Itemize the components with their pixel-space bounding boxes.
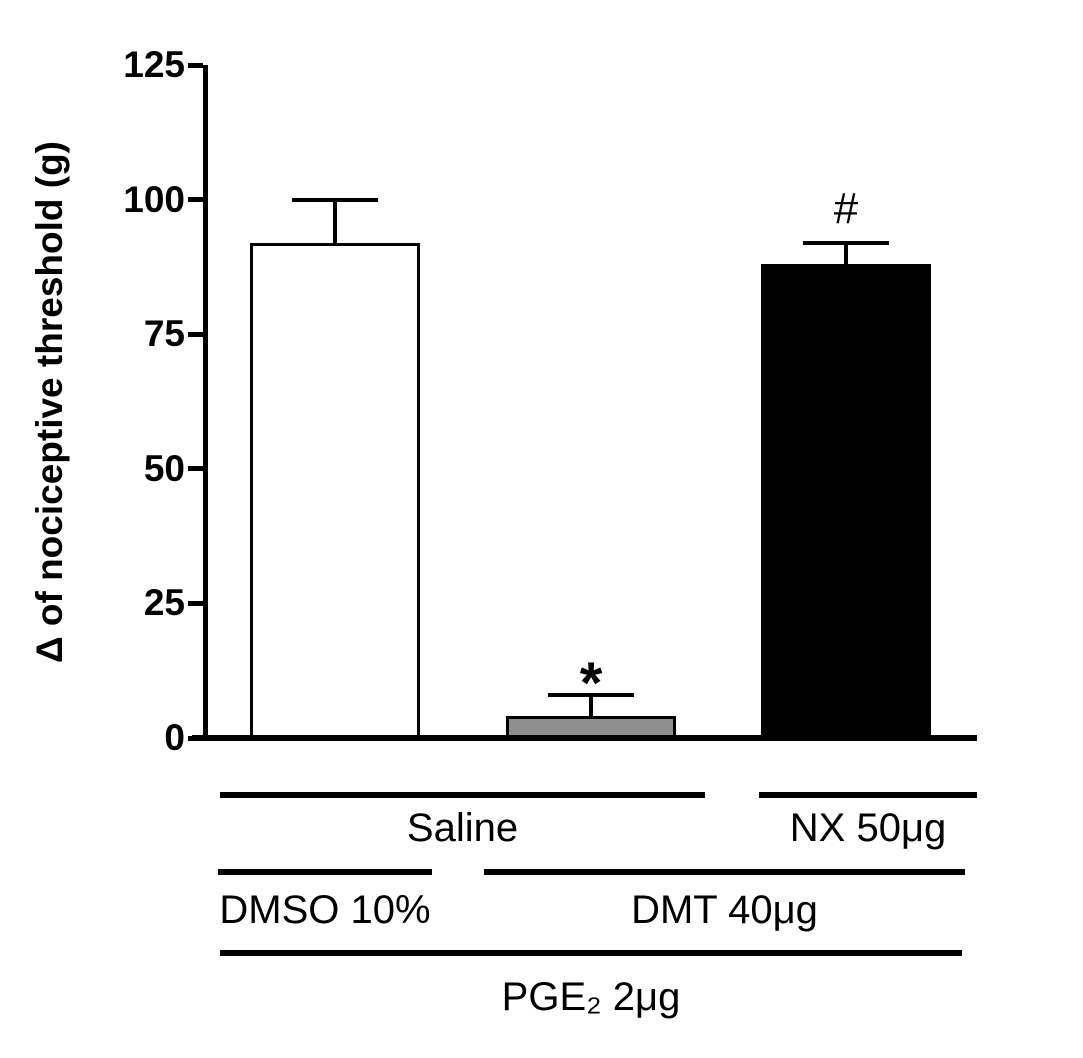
significance-marker: * xyxy=(579,650,603,716)
error-bar-cap xyxy=(292,197,378,202)
significance-marker: # xyxy=(833,183,859,233)
error-bar-line xyxy=(589,694,593,717)
y-axis-tick xyxy=(188,62,203,68)
x-axis-line xyxy=(192,735,977,741)
bar xyxy=(250,242,420,738)
y-tick-label: 25 xyxy=(143,582,185,624)
group-line xyxy=(484,869,965,875)
y-tick-label: 0 xyxy=(164,717,185,758)
y-tick-label: 125 xyxy=(123,44,185,85)
y-tick-label: 75 xyxy=(143,313,185,355)
error-bar-line xyxy=(333,199,337,243)
bar xyxy=(506,716,676,738)
group-line xyxy=(220,950,962,956)
group-label: Saline xyxy=(406,806,519,850)
y-tick-label: 50 xyxy=(143,447,185,489)
error-bar-line xyxy=(844,242,848,265)
group-line xyxy=(220,792,705,798)
y-axis-tick xyxy=(188,466,203,472)
group-label: NX 50μg xyxy=(789,806,947,850)
error-bar-cap xyxy=(548,692,634,697)
y-axis-line xyxy=(203,65,208,738)
bar xyxy=(761,264,931,738)
group-label: PGE₂ 2μg xyxy=(501,975,681,1019)
group-label: DMSO 10% xyxy=(219,888,431,932)
y-axis-tick xyxy=(188,331,203,337)
group-label: DMT 40μg xyxy=(631,888,818,932)
group-line xyxy=(218,869,432,875)
y-axis-tick xyxy=(188,735,203,741)
y-axis-tick xyxy=(188,600,203,606)
error-bar-cap xyxy=(803,240,889,245)
group-line xyxy=(759,792,977,798)
y-tick-label: 100 xyxy=(123,178,185,220)
y-axis-tick xyxy=(188,197,203,203)
